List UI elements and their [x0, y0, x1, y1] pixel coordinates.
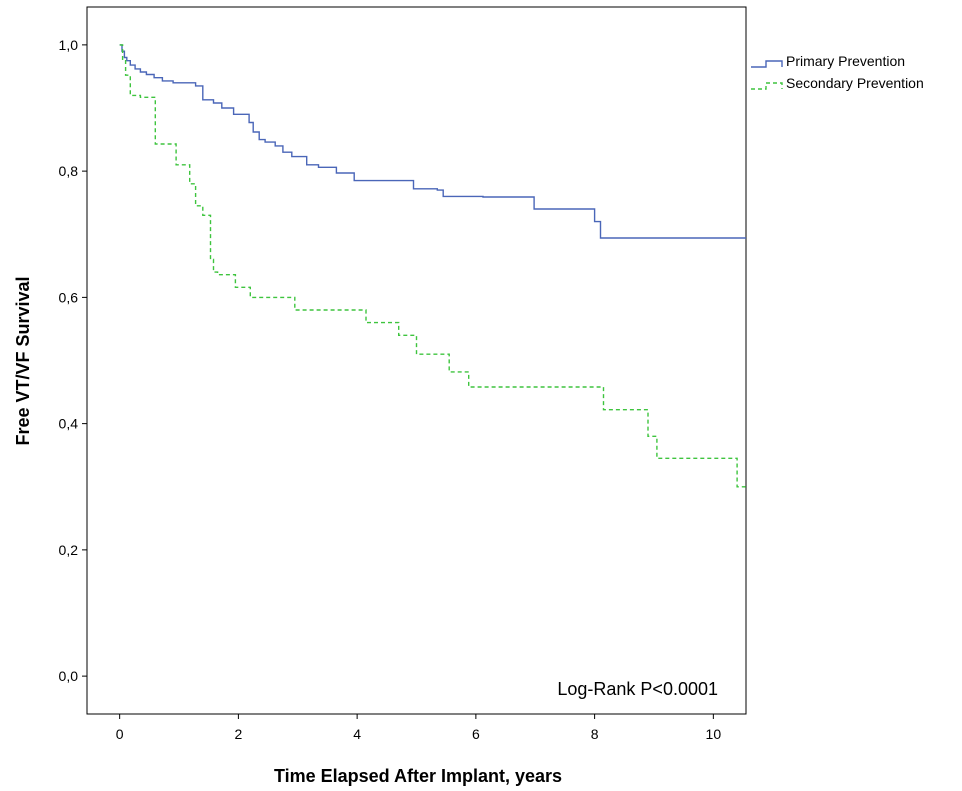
y-ticks: 0,0 0,2 0,4 0,6 0,8 1,0: [59, 37, 87, 684]
y-axis-title: Free VT/VF Survival: [13, 276, 33, 445]
primary-prevention-line: [119, 44, 746, 239]
log-rank-annotation: Log-Rank P<0.0001: [557, 679, 718, 699]
legend-swatch-primary: [751, 60, 783, 68]
y-tick-label: 0,2: [59, 542, 79, 558]
y-tick-label: 0,8: [59, 163, 79, 179]
x-ticks: 0 2 4 6 8 10: [116, 714, 722, 742]
x-axis-title: Time Elapsed After Implant, years: [274, 766, 562, 786]
y-tick-label: 0,6: [59, 289, 79, 305]
y-tick-label: 0,0: [59, 668, 79, 684]
x-tick-label: 2: [234, 726, 242, 742]
x-tick-label: 8: [591, 726, 599, 742]
x-tick-label: 10: [706, 726, 722, 742]
plot-frame: [86, 6, 747, 715]
x-tick-label: 6: [472, 726, 480, 742]
series-lines: [119, 44, 746, 488]
legend: Primary Prevention Secondary Prevention: [751, 53, 924, 91]
x-tick-label: 0: [116, 726, 124, 742]
x-tick-label: 4: [353, 726, 361, 742]
legend-label-primary: Primary Prevention: [786, 53, 905, 69]
secondary-prevention-line: [119, 44, 746, 488]
y-tick-label: 0,4: [59, 416, 79, 432]
legend-label-secondary: Secondary Prevention: [786, 75, 924, 91]
legend-swatch-secondary: [751, 82, 783, 90]
y-tick-label: 1,0: [59, 37, 79, 53]
